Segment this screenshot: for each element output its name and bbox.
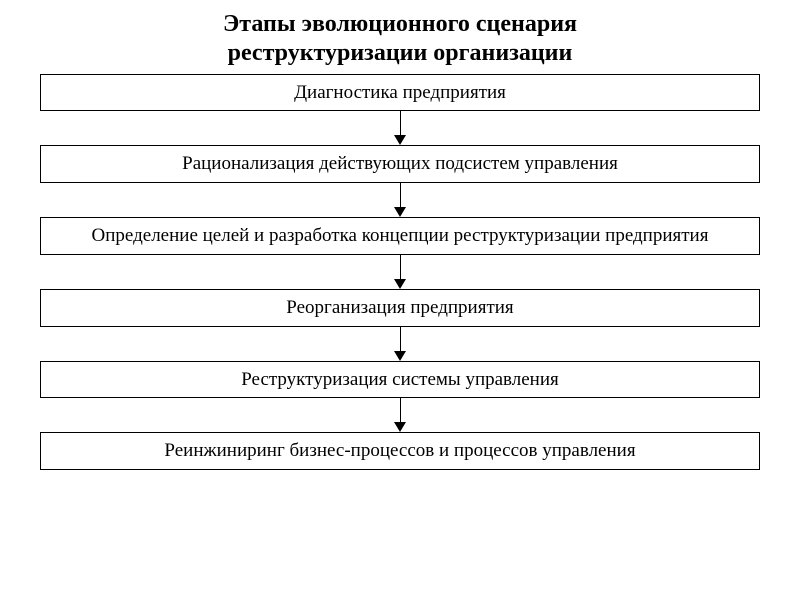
arrow-head-icon bbox=[394, 279, 406, 289]
flow-node-label: Рационализация действующих подсистем упр… bbox=[182, 152, 618, 176]
flow-node-label: Реструктуризация системы управления bbox=[241, 368, 559, 392]
flow-node-label: Реинжиниринг бизнес-процессов и процессо… bbox=[164, 439, 635, 463]
flow-node: Реинжиниринг бизнес-процессов и процессо… bbox=[40, 432, 760, 470]
flow-arrow bbox=[394, 183, 406, 217]
flow-arrow bbox=[394, 398, 406, 432]
flow-node: Реорганизация предприятия bbox=[40, 289, 760, 327]
arrow-head-icon bbox=[394, 422, 406, 432]
arrow-shaft bbox=[400, 111, 401, 135]
arrow-shaft bbox=[400, 327, 401, 351]
flow-node: Реструктуризация системы управления bbox=[40, 361, 760, 399]
flow-node-label: Реорганизация предприятия bbox=[286, 296, 513, 320]
flow-arrow bbox=[394, 255, 406, 289]
flow-node-label: Определение целей и разработка концепции… bbox=[92, 224, 709, 248]
arrow-head-icon bbox=[394, 351, 406, 361]
flow-node: Диагностика предприятия bbox=[40, 74, 760, 112]
arrow-head-icon bbox=[394, 207, 406, 217]
arrow-shaft bbox=[400, 255, 401, 279]
arrow-head-icon bbox=[394, 135, 406, 145]
flow-arrow bbox=[394, 327, 406, 361]
title-line-2: реструктуризации организации bbox=[228, 40, 573, 66]
flow-node: Определение целей и разработка концепции… bbox=[40, 217, 760, 255]
arrow-shaft bbox=[400, 183, 401, 207]
title-line-1: Этапы эволюционного сценария bbox=[223, 11, 577, 37]
flow-node: Рационализация действующих подсистем упр… bbox=[40, 145, 760, 183]
arrow-shaft bbox=[400, 398, 401, 422]
flow-node-label: Диагностика предприятия bbox=[294, 81, 506, 105]
flowchart-container: Диагностика предприятия Рационализация д… bbox=[0, 74, 800, 471]
diagram-title: Этапы эволюционного сценария реструктури… bbox=[0, 0, 800, 74]
flow-arrow bbox=[394, 111, 406, 145]
